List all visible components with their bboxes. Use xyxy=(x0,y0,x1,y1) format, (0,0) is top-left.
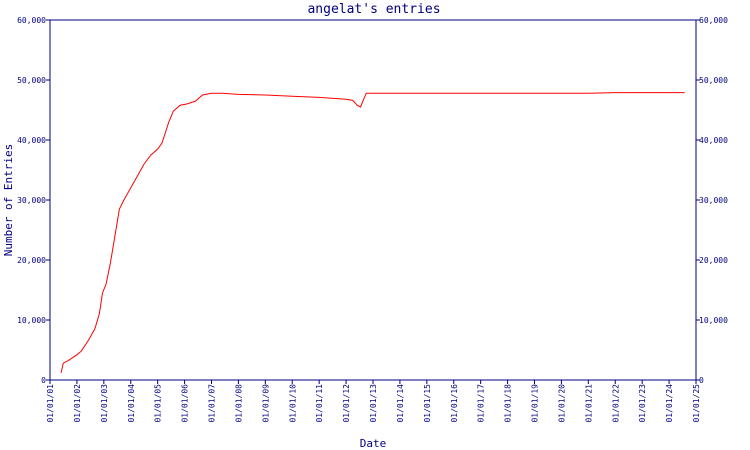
x-tick-label: 01/01/09 xyxy=(261,384,270,423)
y-axis-label: Number of Entries xyxy=(2,144,15,257)
y-axis-left: 0 10,000 20,000 30,000 40,000 50,000 60,000 xyxy=(17,16,50,385)
x-tick-label: 01/01/21 xyxy=(584,384,593,423)
x-tick-label: 01/01/23 xyxy=(638,384,647,423)
x-tick-label: 01/01/19 xyxy=(531,384,540,423)
x-tick-label: 01/01/25 xyxy=(692,384,701,423)
x-tick-label: 01/01/13 xyxy=(369,384,378,423)
chart-title: angelat's entries xyxy=(307,2,440,17)
y-tick-label-right: 30,000 xyxy=(699,196,728,205)
x-tick-label: 01/01/06 xyxy=(181,384,190,423)
x-tick-label: 01/01/10 xyxy=(288,384,297,423)
y-tick-label: 60,000 xyxy=(17,16,46,25)
y-tick-label: 20,000 xyxy=(17,256,46,265)
x-tick-label: 01/01/02 xyxy=(73,384,82,423)
y-tick-label-right: 0 xyxy=(699,376,704,385)
x-tick-label: 01/01/18 xyxy=(504,384,513,423)
y-tick-label: 50,000 xyxy=(17,76,46,85)
y-tick-label: 30,000 xyxy=(17,196,46,205)
x-tick-label: 01/01/01 xyxy=(46,384,55,423)
x-tick-label: 01/01/16 xyxy=(450,384,459,423)
x-tick-label: 01/01/14 xyxy=(396,384,405,423)
y-tick-label: 10,000 xyxy=(17,316,46,325)
y-tick-label-right: 50,000 xyxy=(699,76,728,85)
x-tick-label: 01/01/08 xyxy=(234,384,243,423)
y-tick-label-right: 60,000 xyxy=(699,16,728,25)
x-tick-label: 01/01/20 xyxy=(557,384,566,423)
x-tick-label: 01/01/04 xyxy=(127,384,136,423)
y-axis-right: 0 10,000 20,000 30,000 40,000 50,000 60,000 xyxy=(696,16,728,385)
x-axis-label: Date xyxy=(360,437,387,450)
plot-frame xyxy=(49,19,697,381)
plot-border xyxy=(49,19,697,381)
series-line xyxy=(60,92,685,373)
y-tick-label: 0 xyxy=(41,376,46,385)
x-tick-label: 01/01/17 xyxy=(477,384,486,423)
x-tick-label: 01/01/15 xyxy=(423,384,432,423)
y-tick-label: 40,000 xyxy=(17,136,46,145)
x-tick-label: 01/01/07 xyxy=(208,384,217,423)
y-tick-label-right: 40,000 xyxy=(699,136,728,145)
y-tick-label-right: 10,000 xyxy=(699,316,728,325)
x-tick-label: 01/01/12 xyxy=(342,384,351,423)
x-tick-label: 01/01/03 xyxy=(100,384,109,423)
x-tick-label: 01/01/22 xyxy=(611,384,620,423)
x-tick-label: 01/01/05 xyxy=(154,384,163,423)
x-tick-label: 01/01/11 xyxy=(315,384,324,423)
x-axis: 01/01/01 01/01/02 01/01/03 01/01/04 01/01/05… xyxy=(46,380,701,423)
x-tick-label: 01/01/24 xyxy=(665,384,674,423)
y-tick-label-right: 20,000 xyxy=(699,256,728,265)
